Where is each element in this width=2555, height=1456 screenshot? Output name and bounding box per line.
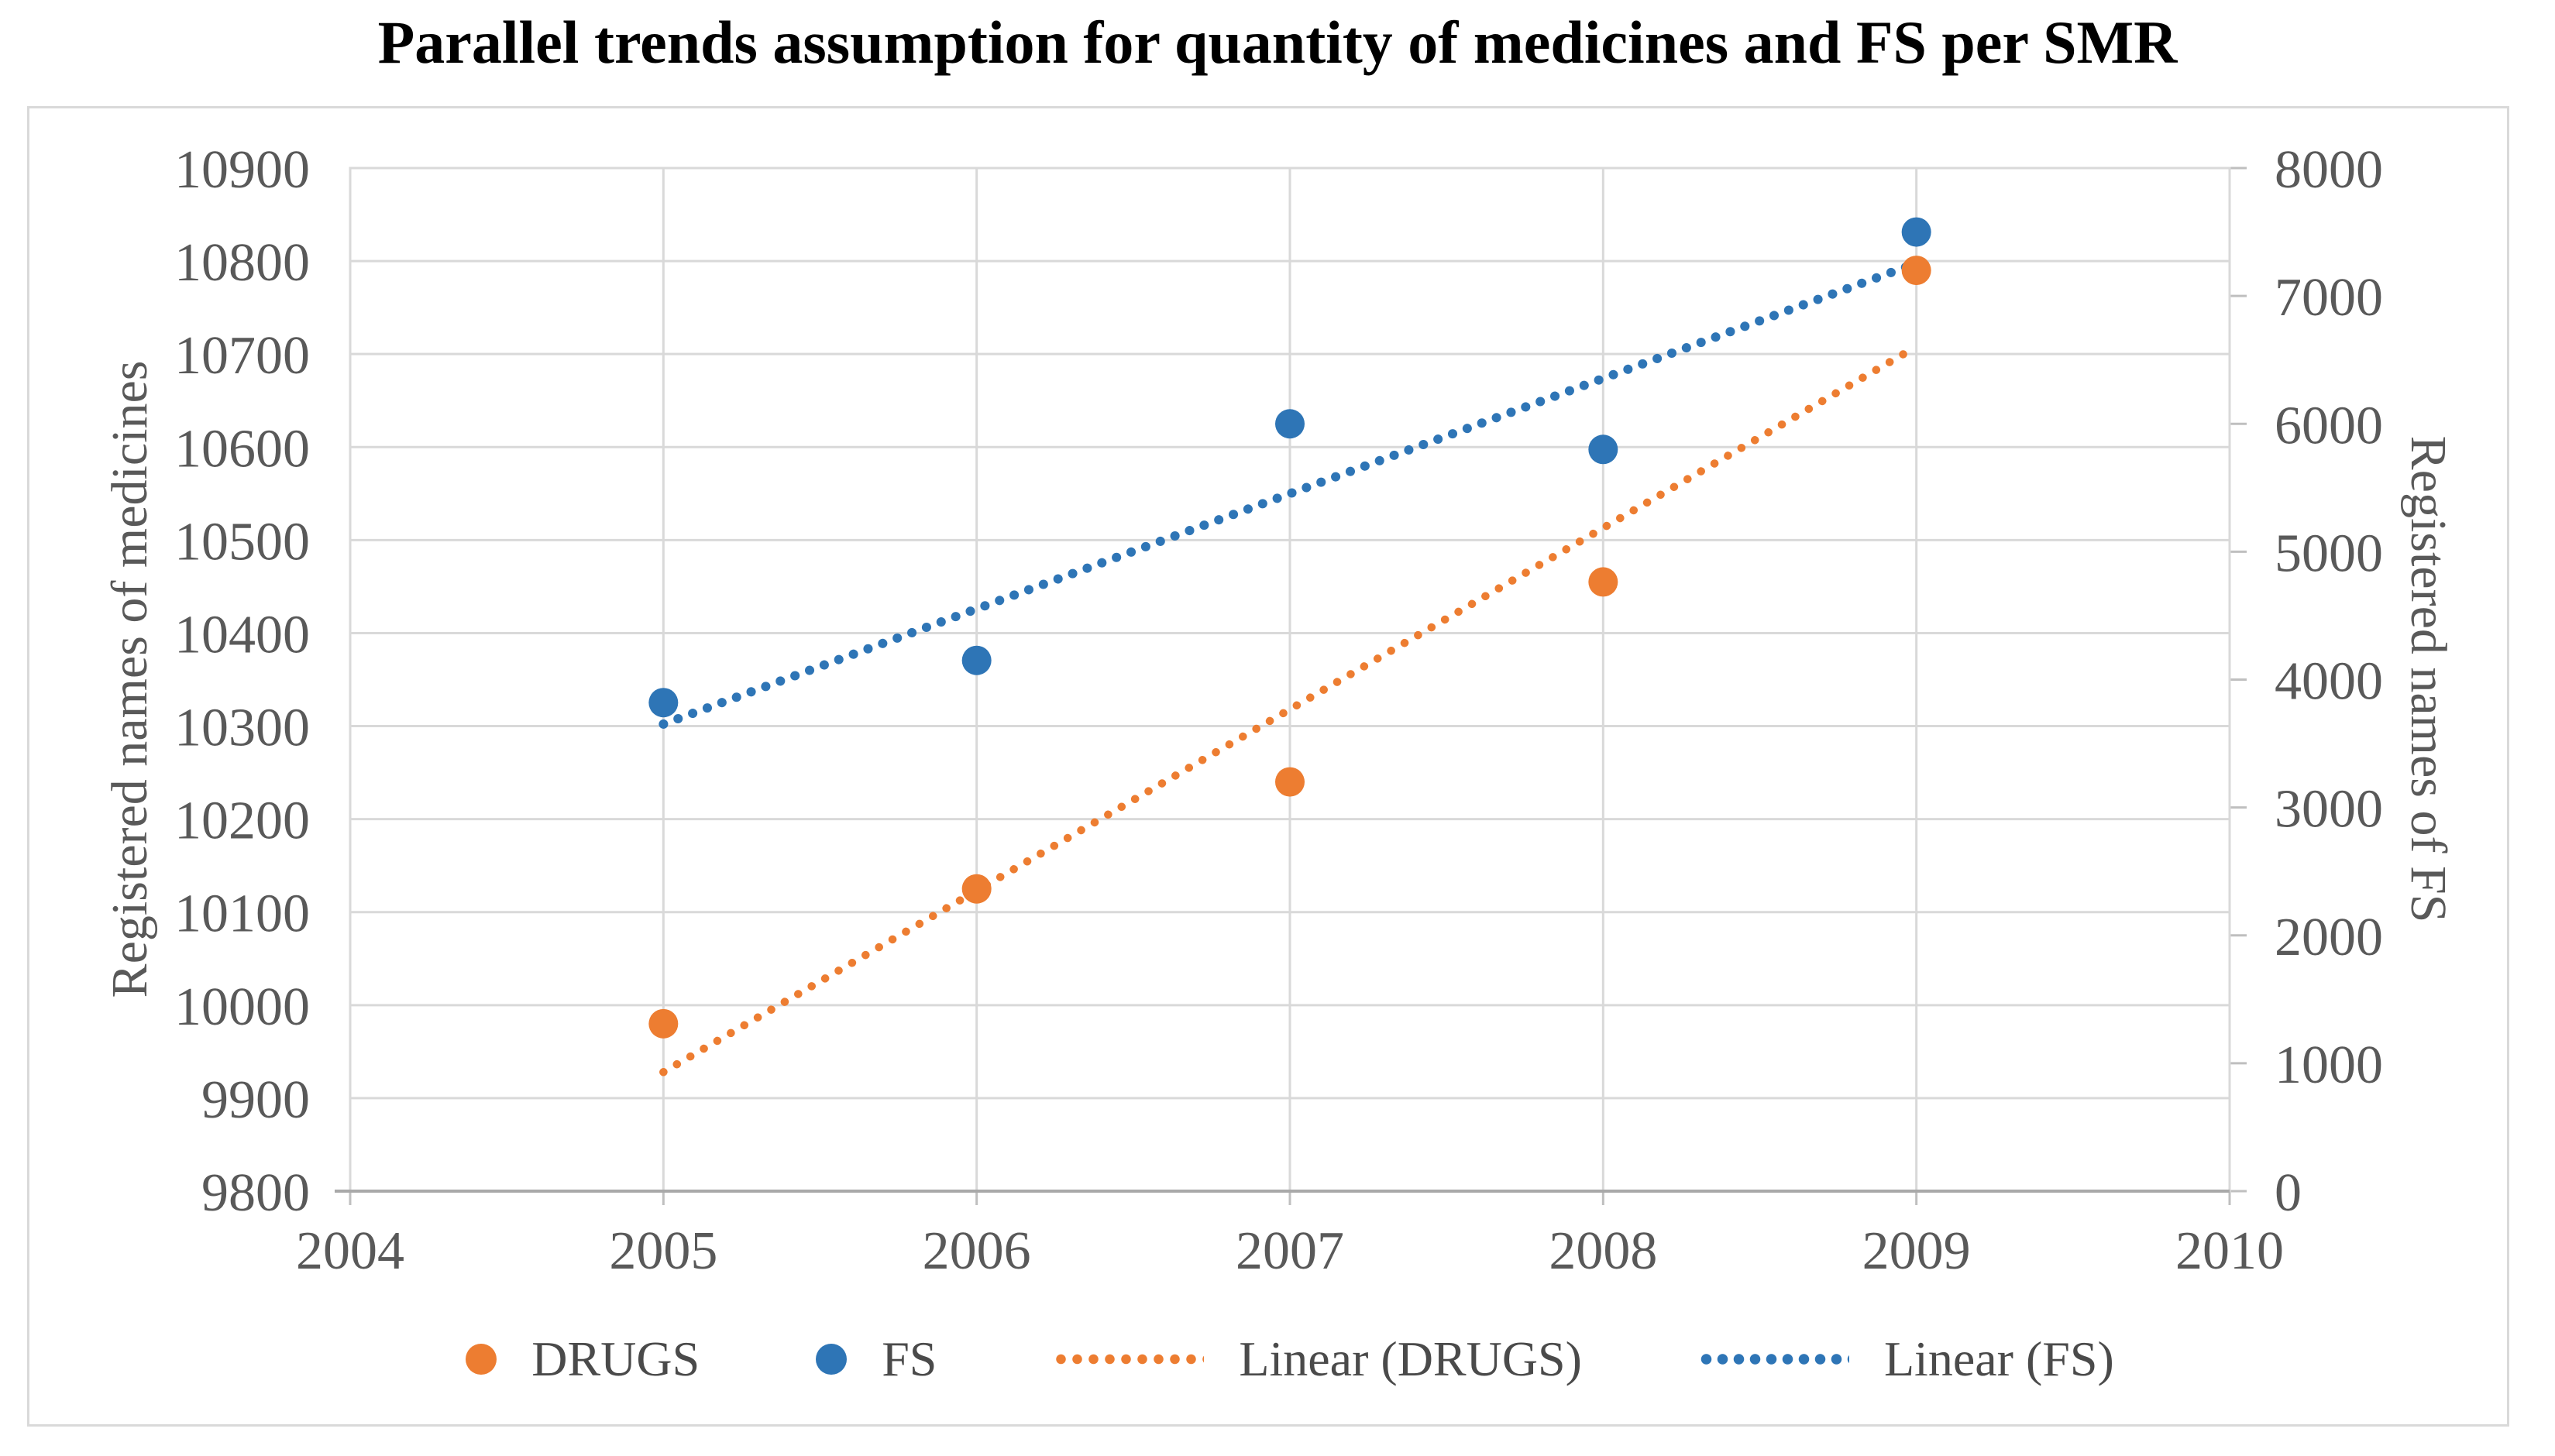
left-axis-tick-label: 10700 xyxy=(174,326,310,386)
right-axis-tick-label: 5000 xyxy=(2275,524,2383,583)
data-point-drugs xyxy=(648,1008,679,1039)
right-axis-title: Registered names of FS xyxy=(2400,435,2457,923)
right-axis-tick-label: 6000 xyxy=(2275,396,2383,455)
data-point-drugs xyxy=(1588,567,1618,597)
x-axis-tick-label: 2010 xyxy=(2175,1221,2284,1281)
legend-label-linear-fs: Linear (FS) xyxy=(1883,1331,2114,1386)
left-axis-tick-label: 10600 xyxy=(174,419,310,479)
right-axis-tick-label: 1000 xyxy=(2275,1035,2383,1095)
left-axis-tick-label: 10000 xyxy=(174,977,310,1037)
legend-item-linear-fs: Linear (FS) xyxy=(1697,1331,2114,1388)
left-axis-tick-label: 10300 xyxy=(174,699,310,758)
right-axis-tick-label: 4000 xyxy=(2275,652,2383,712)
data-point-drugs xyxy=(961,874,992,904)
data-point-fs xyxy=(1275,409,1305,439)
x-axis-tick-label: 2008 xyxy=(1549,1221,1657,1281)
data-point-fs xyxy=(961,645,992,675)
legend-label-linear-drugs: Linear (DRUGS) xyxy=(1239,1331,1582,1386)
chart-title: Parallel trends assumption for quantity … xyxy=(377,9,2178,76)
linear-drugs-line-icon xyxy=(1053,1354,1205,1365)
data-point-fs xyxy=(1588,434,1618,465)
legend-item-linear-drugs: Linear (DRUGS) xyxy=(1053,1331,1582,1388)
x-axis-tick-label: 2007 xyxy=(1236,1221,1344,1281)
left-axis-title: Registered names of medicines xyxy=(101,360,158,998)
data-point-fs xyxy=(1901,217,1931,247)
drugs-marker-icon xyxy=(466,1344,497,1375)
x-axis-tick-label: 2004 xyxy=(296,1221,404,1281)
left-axis-tick-label: 10200 xyxy=(174,792,310,851)
left-axis-tick-label: 10500 xyxy=(174,512,310,572)
right-axis-tick-label: 8000 xyxy=(2275,140,2383,200)
right-axis-tick-label: 3000 xyxy=(2275,780,2383,840)
x-axis-tick-label: 2005 xyxy=(609,1221,717,1281)
right-axis-tick-label: 0 xyxy=(2275,1163,2302,1223)
x-axis-tick-label: 2009 xyxy=(1862,1221,1971,1281)
right-axis-tick-label: 2000 xyxy=(2275,908,2383,967)
left-axis-tick-label: 10100 xyxy=(174,884,310,944)
left-axis-tick-label: 10400 xyxy=(174,605,310,664)
left-axis-tick-label: 10900 xyxy=(174,140,310,200)
left-axis-tick-label: 9800 xyxy=(201,1163,310,1223)
legend-label-drugs: DRUGS xyxy=(531,1331,700,1386)
left-axis-tick-label: 10800 xyxy=(174,233,310,293)
right-axis-tick-label: 7000 xyxy=(2275,268,2383,328)
data-point-drugs xyxy=(1901,256,1931,286)
chart-border-box xyxy=(27,106,2509,1427)
left-axis-tick-label: 9900 xyxy=(201,1070,310,1130)
trendline-fs xyxy=(659,258,1921,729)
legend-item-fs: FS xyxy=(816,1331,937,1388)
legend-label-fs: FS xyxy=(882,1331,937,1386)
fs-marker-icon xyxy=(816,1344,848,1375)
linear-fs-line-icon xyxy=(1697,1354,1849,1365)
legend-item-drugs: DRUGS xyxy=(466,1331,700,1388)
data-point-drugs xyxy=(1275,767,1305,797)
x-axis-tick-label: 2006 xyxy=(923,1221,1031,1281)
legend: DRUGS FS Linear (DRUGS) Linear (FS) xyxy=(350,1317,2230,1402)
data-point-fs xyxy=(648,688,679,718)
